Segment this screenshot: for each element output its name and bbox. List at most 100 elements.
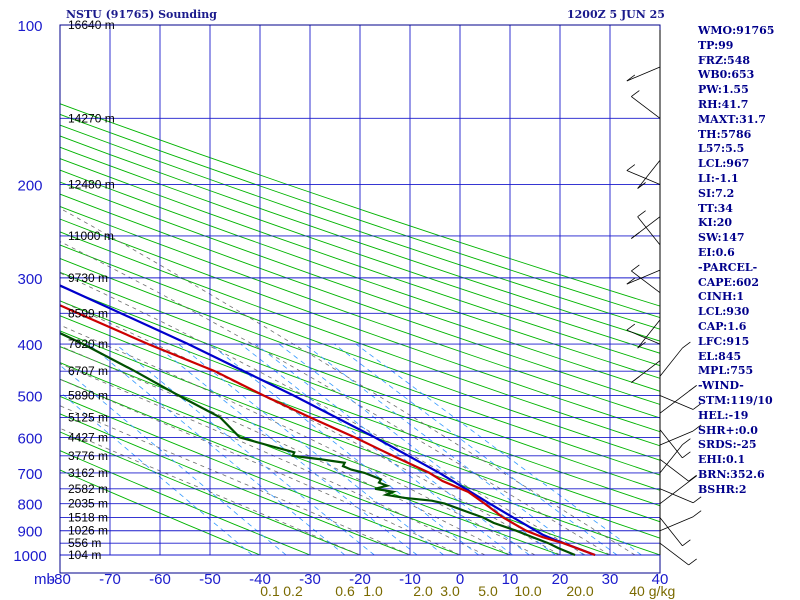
dry-adiabat (60, 258, 660, 476)
parcel-path (60, 284, 596, 557)
index-line: PW:1.55 (698, 83, 749, 97)
wind-barb (659, 488, 694, 504)
pressure-tick-label: 900 (17, 524, 42, 541)
wind-barb (659, 542, 689, 566)
temperature-tick-label: -10 (399, 571, 421, 588)
observation-time: 1200Z 5 JUN 25 (567, 8, 665, 21)
wind-barb-flag (626, 74, 636, 82)
height-label: 14270 m (68, 111, 115, 125)
wind-barb-flag (631, 90, 640, 97)
dry-adiabat (60, 285, 660, 507)
wind-barb (659, 481, 689, 504)
wind-barb-flag (688, 385, 697, 392)
index-line: LFC:915 (698, 334, 750, 348)
index-line: TT:34 (698, 201, 733, 215)
temperature-tick-label: 40 (652, 571, 669, 588)
wind-barb (631, 96, 661, 119)
temperature-tick-label: -40 (249, 571, 271, 588)
height-label: 3776 m (68, 449, 108, 463)
height-label: 7620 m (68, 337, 108, 351)
pressure-tick-label: 300 (17, 271, 42, 288)
dry-adiabat (60, 271, 660, 491)
index-line: EL:845 (698, 349, 742, 363)
dry-adiabat (60, 181, 660, 392)
wind-barb-flag (637, 210, 646, 218)
pressure-unit-label: mb (34, 571, 55, 588)
mixing-ratio-line (209, 343, 479, 556)
mixing-ratio-label: 40 (629, 583, 645, 599)
temperature-tick-label: -80 (49, 571, 71, 588)
wind-barb-flag (682, 341, 691, 349)
wind-barbs (626, 30, 702, 566)
index-line: LCL:930 (698, 305, 750, 319)
height-label: 4427 m (68, 430, 108, 444)
dry-adiabat (60, 300, 660, 523)
wind-barb-flag (631, 376, 640, 383)
index-line: SI:7.2 (698, 186, 735, 200)
index-line: FRZ:548 (698, 53, 751, 67)
wind-barb (637, 160, 661, 189)
index-line: RH:41.7 (698, 97, 749, 111)
mixing-ratio-label: 0.2 (283, 583, 303, 599)
height-label: 6707 m (68, 364, 108, 378)
mixing-ratio-label: 20.0 (566, 583, 593, 599)
temperature-tick-label: -50 (199, 571, 221, 588)
height-label: 12480 m (68, 178, 115, 192)
temperature-tick-label: -30 (299, 571, 321, 588)
wind-barb (659, 395, 694, 410)
index-line: SRDS:-25 (698, 438, 757, 452)
index-line: SHR+:0.0 (698, 423, 758, 437)
wind-barb-flag (637, 182, 646, 189)
mixing-ratio-label: 0.6 (335, 583, 355, 599)
wind-barb-flag (682, 438, 691, 446)
index-line: MPL:755 (698, 364, 754, 378)
moist-adiabat (60, 207, 636, 556)
wind-barb-flag (692, 424, 702, 432)
height-label: 556 m (68, 536, 101, 550)
index-line: EI:0.6 (698, 245, 735, 259)
moist-adiabat (60, 427, 361, 556)
mixing-ratio-label: 3.0 (440, 583, 460, 599)
pressure-tick-label: 500 (17, 388, 42, 405)
index-line: BSHR:2 (698, 482, 747, 496)
height-label: 3162 m (68, 466, 108, 480)
index-line: MAXT:31.7 (698, 112, 766, 126)
wind-barb-flag (692, 510, 702, 518)
index-line: -WIND- (698, 379, 744, 393)
height-label: 9730 m (68, 271, 108, 285)
wind-barb-flag (688, 558, 697, 566)
dry-adiabat (60, 113, 660, 319)
index-line: CAP:1.6 (698, 319, 747, 333)
wind-barb (659, 430, 694, 446)
wind-barb-flag (626, 323, 636, 331)
temperature-tick-label: -20 (349, 571, 371, 588)
pressure-tick-label: 1000 (13, 548, 46, 565)
index-line: SW:147 (698, 231, 745, 245)
height-label: 104 m (68, 548, 101, 562)
dewpoint-profile (60, 331, 576, 557)
moist-adiabat (60, 363, 486, 556)
dry-adiabat (60, 169, 660, 379)
temperature-tick-label: 30 (602, 571, 619, 588)
wind-barb (659, 444, 683, 474)
dry-adiabat (60, 103, 660, 307)
moist-adiabat (60, 405, 411, 556)
height-label: 2035 m (68, 497, 108, 511)
wind-barb (659, 347, 683, 377)
index-line: LCL:967 (698, 157, 750, 171)
wind-barb-flag (631, 232, 640, 239)
mixing-ratio-label: g/kg (649, 583, 675, 599)
index-line: TP:99 (698, 38, 734, 52)
wind-barb-flag (692, 496, 702, 504)
pressure-tick-label: 600 (17, 430, 42, 447)
dry-adiabat (60, 431, 361, 556)
dry-adiabat (60, 244, 660, 461)
dry-adiabat (60, 218, 660, 433)
wind-barb (626, 66, 661, 82)
dry-adiabat (60, 135, 660, 342)
wind-barb (626, 170, 661, 185)
index-line: LI:-1.1 (698, 171, 739, 185)
mixing-ratio-label: 0.1 (260, 583, 280, 599)
wind-barb-flag (682, 451, 691, 459)
